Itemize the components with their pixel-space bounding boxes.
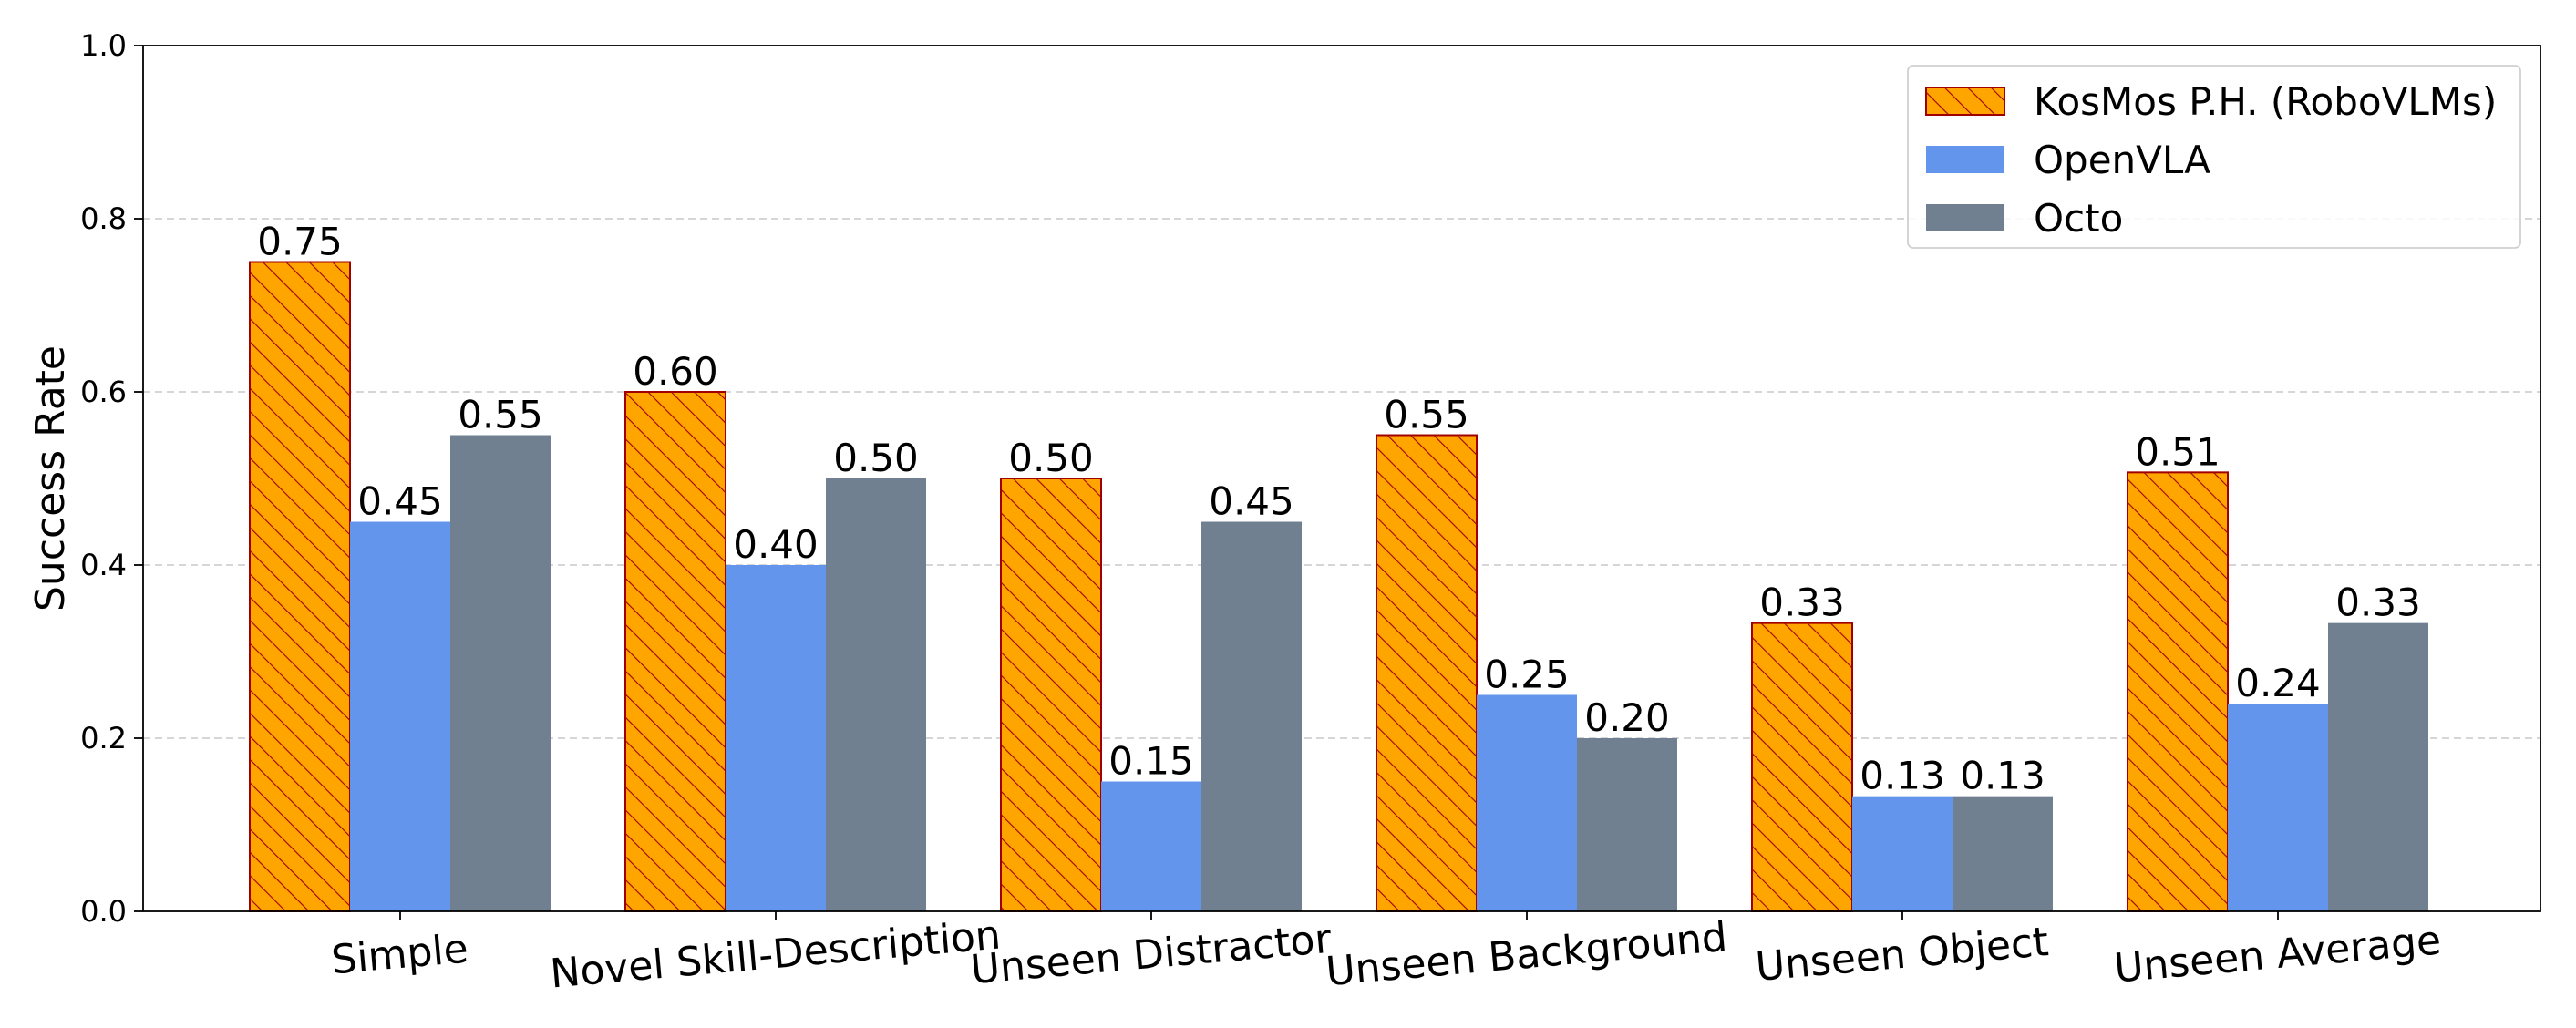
y-tick-label: 0.0 [80, 894, 127, 929]
bar [2328, 622, 2428, 911]
bar [1201, 521, 1302, 911]
value-labels: 0.75 0.45 0.55 0.60 0.40 0.50 0.50 0.15 0.45 0.55… [257, 220, 2421, 798]
data-label: 0.50 [1008, 436, 1094, 480]
data-label: 0.51 [2135, 429, 2221, 474]
bar [1000, 478, 1102, 912]
legend-swatch [1926, 204, 2004, 231]
y-tick-label: 0.6 [80, 375, 127, 409]
y-axis-title: Success Rate [27, 345, 74, 612]
data-label: 0.33 [2335, 581, 2421, 625]
y-tick-label: 1.0 [80, 28, 127, 63]
legend-swatch [1926, 146, 2004, 173]
data-label: 0.15 [1108, 739, 1194, 784]
bar [249, 261, 351, 912]
y-tick-label: 0.2 [80, 721, 127, 756]
data-label: 0.75 [257, 220, 343, 264]
bar [726, 565, 826, 911]
data-label: 0.13 [1960, 754, 2045, 798]
data-label: 0.13 [1860, 754, 1945, 798]
bar [826, 478, 926, 911]
legend: KosMos P.H. (RoboVLMs) OpenVLA Octo [1907, 65, 2521, 249]
legend-box [1907, 65, 2521, 249]
data-label: 0.33 [1759, 581, 1845, 625]
x-tick-label: Unseen Distractor [969, 916, 1334, 993]
data-label: 0.60 [633, 349, 718, 394]
legend-entry: Octo [2034, 196, 2123, 241]
bar [1953, 796, 2053, 911]
bar [1577, 738, 1677, 911]
bars [249, 261, 2428, 913]
x-tick-label: Simple [330, 926, 470, 984]
x-tick-label: Novel Skill-Description [548, 912, 1002, 998]
bar [2127, 471, 2229, 912]
bar [1751, 622, 1853, 913]
bar [350, 521, 450, 911]
data-label: 0.25 [1484, 653, 1570, 697]
bar [1376, 434, 1478, 912]
legend-swatch [1925, 87, 2005, 116]
bar [450, 435, 551, 911]
x-tick-label: Unseen Object [1754, 919, 2051, 991]
data-label: 0.20 [1584, 695, 1670, 740]
bar [624, 391, 726, 912]
bar [1852, 796, 1953, 911]
data-label: 0.40 [733, 522, 819, 567]
data-label: 0.55 [458, 393, 543, 437]
data-label: 0.50 [833, 436, 919, 480]
y-tick-label: 0.8 [80, 201, 127, 236]
legend-entry: OpenVLA [2034, 138, 2210, 182]
data-label: 0.24 [2235, 661, 2321, 705]
plot-frame [142, 45, 2541, 912]
bar [1477, 694, 1577, 911]
bar [1101, 781, 1201, 911]
data-label: 0.45 [357, 479, 443, 524]
legend-entry: KosMos P.H. (RoboVLMs) [2034, 79, 2497, 124]
data-label: 0.55 [1384, 393, 1469, 437]
x-tick-label: Unseen Background [1324, 914, 1728, 995]
data-label: 0.45 [1209, 479, 1294, 524]
y-tick-label: 0.4 [80, 548, 127, 582]
bar [2228, 704, 2328, 911]
x-tick-label: Unseen Average [2112, 917, 2443, 992]
